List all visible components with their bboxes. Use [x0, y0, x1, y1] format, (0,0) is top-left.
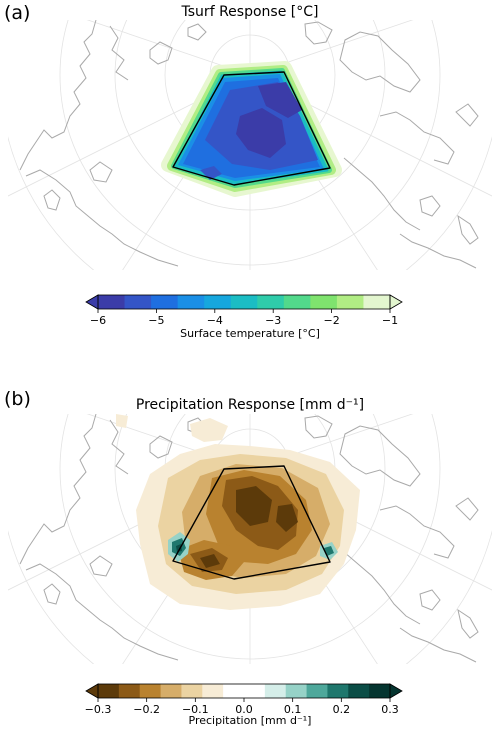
- colorbar-swatch: [306, 684, 328, 698]
- colorbar-min-arrow: [85, 294, 99, 310]
- colorbar-swatch: [283, 295, 311, 309]
- colorbar-tick-label: −4: [207, 314, 223, 327]
- panel-b-title: Precipitation Response [mm d⁻¹]: [135, 397, 365, 413]
- colorbar-swatch: [181, 684, 203, 698]
- panel-b-colorbar-label: Precipitation [mm d⁻¹]: [188, 714, 312, 727]
- colorbar-swatch: [285, 684, 308, 698]
- panel-a-colorbar: −6 −5 −4 −3 −2 −1: [85, 294, 403, 327]
- colorbar-swatch: [244, 684, 266, 698]
- colorbar-tick-label: 0.1: [284, 703, 302, 716]
- colorbar-tick-label: 0.3: [381, 703, 399, 716]
- colorbar-swatch: [118, 684, 141, 698]
- colorbar-swatch: [327, 684, 349, 698]
- colorbar-swatch: [363, 295, 391, 309]
- panel-a-colorbar-label: Surface temperature [°C]: [180, 327, 320, 340]
- colorbar-swatch: [98, 684, 120, 698]
- colorbar-tick-label: −2: [323, 314, 339, 327]
- colorbar-swatch: [124, 295, 152, 309]
- region-outline: [172, 71, 331, 186]
- panel-a-title: Tsurf Response [°C]: [181, 4, 319, 20]
- panel-a-map: [8, 20, 492, 270]
- panel-b-colorbar: −0.3 −0.2 −0.1 0.0 0.1 0.2 0.3: [85, 683, 403, 716]
- colorbar-swatch: [348, 684, 370, 698]
- colorbar-swatch: [223, 684, 245, 698]
- colorbar-swatch: [98, 295, 126, 309]
- colorbar-tick-label: −6: [90, 314, 106, 327]
- colorbar-tick-label: −0.1: [182, 703, 209, 716]
- colorbar-swatch: [257, 295, 285, 309]
- colorbar-swatch: [264, 684, 287, 698]
- colorbar-max-arrow: [389, 294, 403, 310]
- colorbar-swatch: [204, 295, 232, 309]
- colorbar-swatch: [310, 295, 338, 309]
- colorbar-max-arrow: [389, 683, 403, 699]
- colorbar-tick-label: −5: [148, 314, 164, 327]
- panel-b-map: [8, 414, 492, 664]
- coastlines: [19, 20, 479, 269]
- colorbar-swatch: [160, 684, 182, 698]
- colorbar-tick-label: −1: [382, 314, 398, 327]
- colorbar-swatch: [139, 684, 162, 698]
- tsurf-field: [161, 61, 342, 197]
- colorbar-tick-label: 0.0: [235, 703, 253, 716]
- colorbar-min-arrow: [85, 683, 99, 699]
- colorbar-tick-label: −0.3: [85, 703, 112, 716]
- colorbar-tick-label: −0.2: [133, 703, 160, 716]
- colorbar-tick-label: −3: [265, 314, 281, 327]
- colorbar-tick-label: 0.2: [333, 703, 351, 716]
- precip-field: [116, 414, 360, 610]
- panel-a-label: (a): [4, 2, 31, 24]
- colorbar-swatch: [230, 295, 258, 309]
- colorbar-swatch: [151, 295, 179, 309]
- region-outline: [172, 465, 331, 580]
- colorbar-swatch: [336, 295, 364, 309]
- colorbar-swatch: [202, 684, 224, 698]
- colorbar-swatch: [369, 684, 391, 698]
- coastlines: [19, 414, 479, 663]
- panel-b-label: (b): [4, 388, 31, 410]
- colorbar-swatch: [177, 295, 205, 309]
